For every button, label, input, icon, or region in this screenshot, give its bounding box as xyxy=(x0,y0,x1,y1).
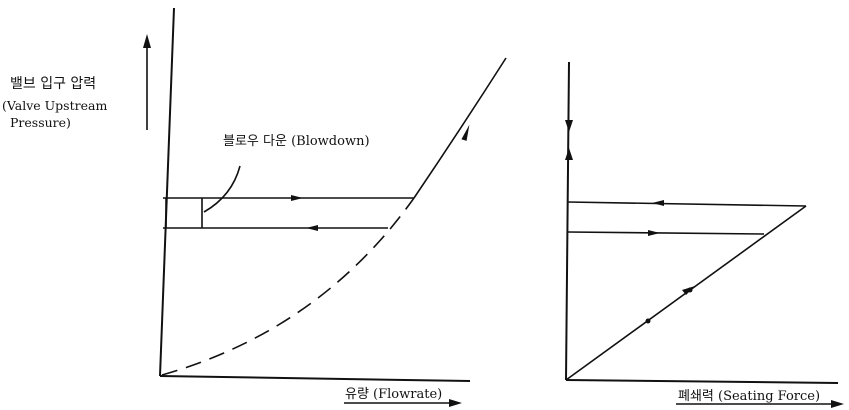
flowrate-panel xyxy=(143,7,507,407)
left-y-axis xyxy=(159,7,175,377)
reseat-pressure-line xyxy=(567,231,765,235)
up-arrow-icon xyxy=(565,148,573,160)
marker-dot xyxy=(645,318,651,324)
up-arrow-icon xyxy=(461,124,470,141)
opening-pressure-line xyxy=(567,201,807,207)
y-axis-label-english-2: Pressure) xyxy=(10,115,71,130)
right-y-axis xyxy=(565,61,570,381)
left-arrow-icon xyxy=(306,225,318,231)
blowdown-label: 블로우 다운 (Blowdown) xyxy=(223,134,370,149)
y-axis-label-english-1: (Valve Upstream xyxy=(2,98,107,113)
flow-curve-solid xyxy=(413,57,507,199)
up-arrow-icon xyxy=(143,34,151,48)
flow-curve-dashed xyxy=(161,197,415,376)
y-axis-label-korean: 밸브 입구 압력 xyxy=(10,76,96,92)
blowdown-pointer xyxy=(203,165,241,213)
left-arrow-icon xyxy=(652,200,664,206)
right-arrow-icon xyxy=(449,399,462,407)
right-arrow-icon xyxy=(648,230,660,236)
right-arrow-icon xyxy=(291,195,303,201)
seating-force-label: 폐쇄력 (Seating Force) xyxy=(678,389,820,404)
right-x-axis xyxy=(565,379,839,384)
flowrate-label: 유량 (Flowrate) xyxy=(345,387,442,402)
right-arrow-icon xyxy=(831,400,844,408)
seating-force-panel xyxy=(565,61,844,408)
up-arrow-icon xyxy=(682,286,695,295)
down-arrow-icon xyxy=(565,120,573,132)
left-x-axis xyxy=(159,375,471,382)
